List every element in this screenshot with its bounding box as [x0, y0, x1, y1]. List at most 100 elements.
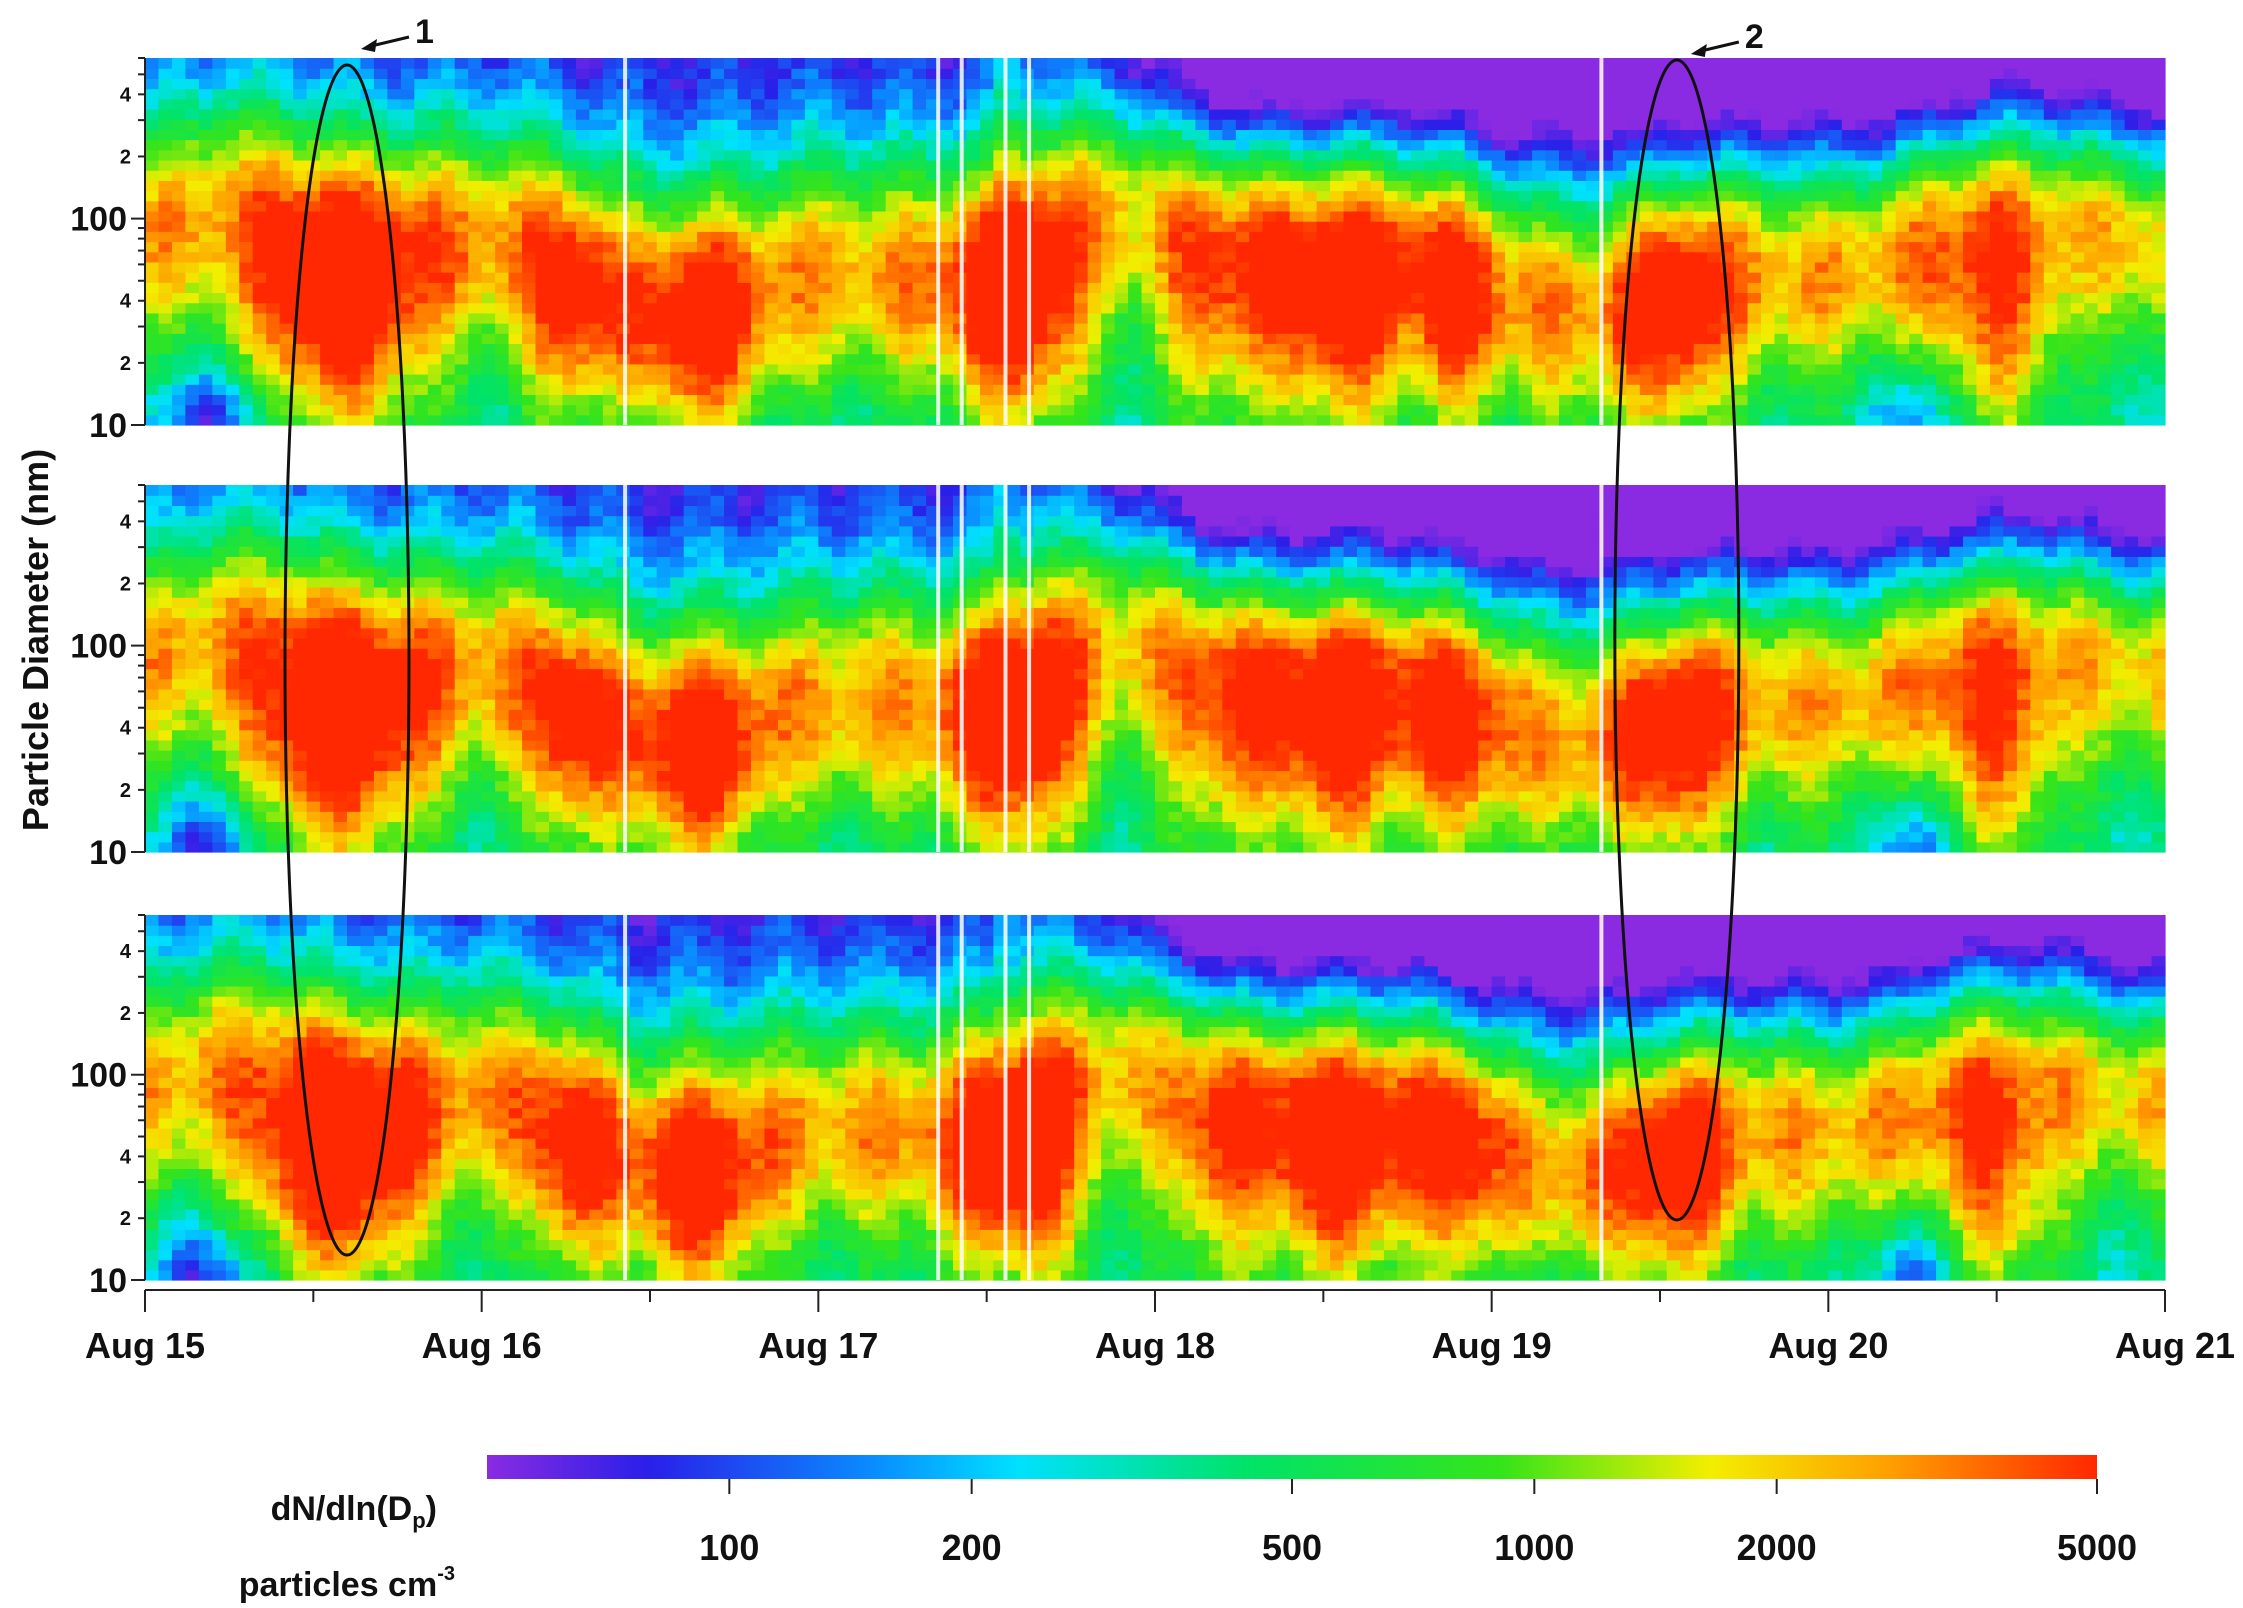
heatmap-cell	[710, 374, 725, 385]
heatmap-cell	[1626, 292, 1641, 304]
heatmap-cell	[1612, 353, 1627, 365]
heatmap-cell	[1976, 108, 1991, 120]
heatmap-cell	[1936, 98, 1951, 110]
heatmap-cell	[1666, 180, 1681, 192]
heatmap-cell	[1168, 88, 1183, 100]
heatmap-cell	[872, 394, 887, 406]
heatmap-cell	[1680, 302, 1695, 314]
heatmap-cell	[912, 221, 927, 232]
heatmap-cell	[427, 414, 442, 426]
heatmap-cell	[1464, 323, 1479, 334]
heatmap-cell	[2003, 404, 2018, 416]
heatmap-cell	[1559, 323, 1574, 334]
heatmap-cell	[751, 149, 766, 161]
heatmap-cell	[1989, 68, 2004, 79]
heatmap-cell	[1801, 241, 1816, 253]
heatmap-cell	[562, 261, 577, 273]
heatmap-cell	[279, 312, 294, 324]
heatmap-cell	[549, 159, 564, 171]
heatmap-cell	[1451, 272, 1466, 283]
heatmap-cell	[481, 404, 496, 416]
heatmap-cell	[1047, 363, 1062, 375]
heatmap-cell	[1976, 312, 1991, 324]
heatmap-cell	[1626, 180, 1641, 192]
heatmap-cell	[279, 363, 294, 375]
heatmap-cell	[400, 58, 415, 69]
heatmap-cell	[306, 272, 321, 283]
heatmap-cell	[171, 261, 186, 273]
heatmap-cell	[1505, 333, 1520, 345]
heatmap-cell	[454, 353, 469, 365]
heatmap-cell	[1814, 149, 1829, 161]
heatmap-cell	[1074, 384, 1089, 396]
heatmap-cell	[1572, 414, 1587, 426]
heatmap-cell	[198, 200, 213, 212]
heatmap-cell	[737, 129, 752, 141]
heatmap-cell	[293, 119, 308, 130]
heatmap-cell	[575, 261, 590, 273]
heatmap-cell	[1357, 68, 1372, 79]
heatmap-cell	[751, 251, 766, 263]
heatmap-cell	[791, 343, 806, 355]
heatmap-cell	[1505, 302, 1520, 314]
heatmap-cell	[1343, 414, 1358, 426]
heatmap-cell	[1680, 129, 1695, 141]
heatmap-cell	[1249, 282, 1264, 294]
heatmap-cell	[1626, 333, 1641, 345]
heatmap-cell	[1936, 323, 1951, 334]
heatmap-cell	[1060, 353, 1075, 365]
heatmap-cell	[145, 414, 160, 426]
heatmap-cell	[643, 129, 658, 141]
heatmap-cell	[1585, 323, 1600, 334]
heatmap-cell	[454, 414, 469, 426]
heatmap-cell	[1478, 180, 1493, 192]
heatmap-cell	[602, 394, 617, 406]
heatmap-cell	[1451, 292, 1466, 304]
heatmap-cell	[1087, 200, 1102, 212]
heatmap-cell	[387, 241, 402, 253]
heatmap-cell	[1289, 159, 1304, 171]
heatmap-cell	[764, 159, 779, 171]
heatmap-cell	[979, 261, 994, 273]
heatmap-cell	[400, 333, 415, 345]
heatmap-cell	[252, 180, 267, 192]
heatmap-cell	[535, 374, 550, 385]
heatmap-cell	[1882, 88, 1897, 100]
heatmap-cell	[1707, 98, 1722, 110]
heatmap-cell	[1033, 414, 1048, 426]
heatmap-cell	[1693, 404, 1708, 416]
heatmap-cell	[656, 272, 671, 283]
heatmap-cell	[1491, 58, 1506, 69]
heatmap-cell	[387, 180, 402, 192]
heatmap-cell	[1437, 139, 1452, 151]
heatmap-cell	[629, 129, 644, 141]
heatmap-cell	[697, 190, 712, 202]
heatmap-cell	[1787, 221, 1802, 232]
heatmap-cell	[1922, 374, 1937, 385]
heatmap-cell	[441, 210, 456, 222]
heatmap-cell	[1626, 129, 1641, 141]
heatmap-cell	[1639, 251, 1654, 263]
heatmap-cell	[1491, 108, 1506, 120]
heatmap-cell	[414, 374, 429, 385]
heatmap-cell	[1330, 404, 1345, 416]
heatmap-cell	[508, 221, 523, 232]
heatmap-cell	[1249, 159, 1264, 171]
heatmap-cell	[279, 210, 294, 222]
heatmap-cell	[1949, 333, 1964, 345]
heatmap-cell	[1949, 353, 1964, 365]
heatmap-cell	[1585, 404, 1600, 416]
heatmap-cell	[1195, 282, 1210, 294]
heatmap-cell	[1330, 119, 1345, 130]
heatmap-cell	[656, 231, 671, 243]
heatmap-cell	[818, 374, 833, 385]
heatmap-cell	[1572, 312, 1587, 324]
heatmap-cell	[225, 333, 240, 345]
heatmap-cell	[1208, 302, 1223, 314]
heatmap-cell	[764, 272, 779, 283]
heatmap-cell	[831, 98, 846, 110]
heatmap-cell	[495, 312, 510, 324]
heatmap-cell	[1033, 221, 1048, 232]
heatmap-cell	[1383, 200, 1398, 212]
heatmap-cell	[1720, 180, 1735, 192]
